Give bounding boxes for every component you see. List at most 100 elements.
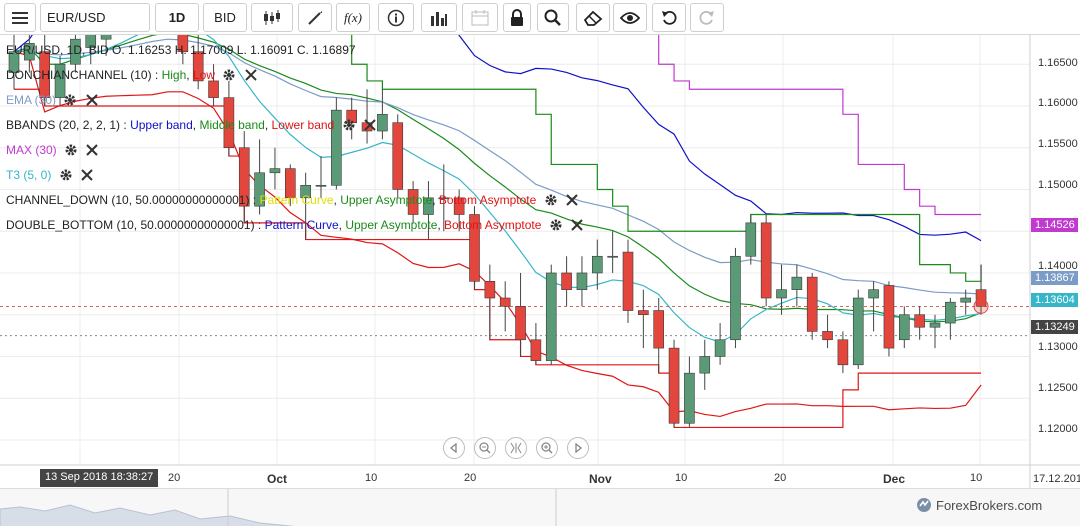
eye-icon[interactable] bbox=[613, 3, 647, 32]
redo-icon[interactable] bbox=[690, 3, 724, 32]
bear-candle bbox=[192, 51, 204, 82]
bull-candle bbox=[576, 272, 588, 290]
undo-icon[interactable] bbox=[652, 3, 686, 32]
bear-candle bbox=[284, 168, 296, 199]
settings-gear-icon[interactable] bbox=[222, 68, 236, 82]
legend-t3-name: T3 (5, 0) bbox=[6, 167, 52, 182]
calendar-icon[interactable] bbox=[462, 3, 498, 32]
remove-x-icon[interactable] bbox=[565, 193, 579, 207]
legend-donchian-name: DONCHIANCHANNEL (10) bbox=[6, 67, 152, 82]
lock-icon[interactable] bbox=[503, 3, 531, 32]
settings-gear-icon[interactable] bbox=[63, 93, 77, 107]
bear-candle bbox=[469, 214, 480, 282]
crosshair-time-label: 13 Sep 2018 18:38:27 bbox=[40, 469, 159, 487]
t3-line bbox=[13, 35, 982, 343]
bull-candle bbox=[269, 168, 281, 174]
current-price-badge: 1.13604 bbox=[1031, 293, 1078, 307]
bull-candle bbox=[377, 114, 388, 132]
remove-x-icon[interactable] bbox=[363, 118, 377, 132]
forexbrokers-logo-icon bbox=[917, 498, 931, 512]
legend-max-name: MAX (30) bbox=[6, 142, 57, 157]
bull-candle bbox=[54, 63, 66, 98]
price-side-button[interactable]: BID bbox=[203, 3, 247, 32]
bear-candle bbox=[39, 51, 51, 98]
bull-candle bbox=[423, 197, 434, 215]
volume-bars-icon[interactable] bbox=[421, 3, 457, 32]
bear-candle bbox=[837, 339, 849, 366]
legend-ema-name: EMA (30) bbox=[6, 92, 57, 107]
legend-bbands: BBANDS (20, 2, 2, 1) : Upper band, Middl… bbox=[6, 116, 377, 132]
time-tick-label: 10 bbox=[365, 472, 378, 484]
remove-x-icon[interactable] bbox=[85, 93, 99, 107]
price-tick-label: 1.15500 bbox=[1038, 138, 1078, 150]
bear-candle bbox=[561, 272, 572, 290]
symbol-input[interactable]: EUR/USD bbox=[40, 3, 150, 32]
time-tick-label: 10 bbox=[675, 472, 688, 484]
scroll-right-button[interactable] bbox=[567, 437, 589, 459]
bear-candle bbox=[499, 297, 511, 307]
zoom-search-icon[interactable] bbox=[537, 3, 569, 32]
price-tick-label: 1.12000 bbox=[1038, 423, 1078, 435]
bull-candle bbox=[776, 289, 787, 299]
time-tick-label: 20 bbox=[774, 472, 787, 484]
legend-channel-down-name: CHANNEL_DOWN (10, 50.00000000000001) bbox=[6, 192, 250, 207]
remove-x-icon[interactable] bbox=[80, 168, 94, 182]
bull-candle bbox=[791, 276, 803, 290]
bull-candle bbox=[730, 255, 741, 341]
info-icon[interactable] bbox=[378, 3, 414, 32]
legend-max: MAX (30) bbox=[6, 141, 99, 157]
bear-candle bbox=[760, 222, 772, 299]
bear-candle bbox=[653, 310, 665, 349]
time-navigator[interactable] bbox=[0, 488, 1080, 526]
bear-candle bbox=[453, 197, 465, 215]
draw-tool-icon[interactable] bbox=[298, 3, 332, 32]
indicators-button[interactable]: f(x) bbox=[336, 3, 370, 32]
eraser-icon[interactable] bbox=[576, 3, 610, 32]
max-line bbox=[658, 35, 982, 216]
last-price-marker bbox=[973, 298, 989, 314]
timeframe-button[interactable]: 1D bbox=[155, 3, 199, 32]
bull-candle bbox=[852, 297, 864, 366]
bull-candle bbox=[24, 43, 35, 61]
candlestick-type-icon[interactable] bbox=[251, 3, 293, 32]
bear-candle bbox=[515, 306, 526, 341]
zoom-out-button[interactable] bbox=[474, 437, 496, 459]
bull-candle bbox=[100, 35, 112, 40]
bear-candle bbox=[638, 310, 649, 316]
legend-channel-down: CHANNEL_DOWN (10, 50.00000000000001) : P… bbox=[6, 191, 579, 207]
price-tick-label: 1.14000 bbox=[1038, 260, 1078, 272]
bear-candle bbox=[208, 80, 219, 98]
bull-candle bbox=[929, 322, 941, 328]
bull-candle bbox=[745, 222, 757, 257]
price-tick-label: 1.16500 bbox=[1038, 57, 1078, 69]
ema-price-badge: 1.13867 bbox=[1031, 271, 1078, 285]
max-price-badge: 1.14526 bbox=[1031, 218, 1078, 232]
legend-double-bottom-name: DOUBLE_BOTTOM (10, 50.00000000000001) bbox=[6, 217, 255, 232]
price-tick-label: 1.15000 bbox=[1038, 179, 1078, 191]
settings-gear-icon[interactable] bbox=[59, 168, 73, 182]
bear-candle bbox=[484, 281, 496, 299]
bull-candle bbox=[70, 38, 81, 65]
price-chart[interactable] bbox=[0, 35, 1080, 488]
bull-candle bbox=[868, 289, 879, 299]
scroll-left-button[interactable] bbox=[443, 437, 465, 459]
zoom-in-button[interactable] bbox=[536, 437, 558, 459]
remove-x-icon[interactable] bbox=[85, 143, 99, 157]
settings-gear-icon[interactable] bbox=[549, 218, 563, 232]
bull-candle bbox=[85, 35, 97, 48]
bear-candle bbox=[530, 339, 542, 361]
bear-candle bbox=[223, 97, 235, 149]
fit-to-screen-button[interactable] bbox=[505, 437, 527, 459]
remove-x-icon[interactable] bbox=[570, 218, 584, 232]
bull-candle bbox=[254, 172, 265, 207]
bull-candle bbox=[300, 184, 311, 199]
settings-gear-icon[interactable] bbox=[544, 193, 558, 207]
remove-x-icon[interactable] bbox=[244, 68, 258, 82]
time-tick-label: 20 bbox=[168, 472, 181, 484]
settings-gear-icon[interactable] bbox=[64, 143, 78, 157]
cursor-price-badge: 1.13249 bbox=[1031, 320, 1078, 334]
settings-gear-icon[interactable] bbox=[342, 118, 356, 132]
bull-candle bbox=[545, 272, 557, 361]
time-tick-label: 10 bbox=[970, 472, 983, 484]
hamburger-menu-icon[interactable] bbox=[4, 3, 36, 32]
